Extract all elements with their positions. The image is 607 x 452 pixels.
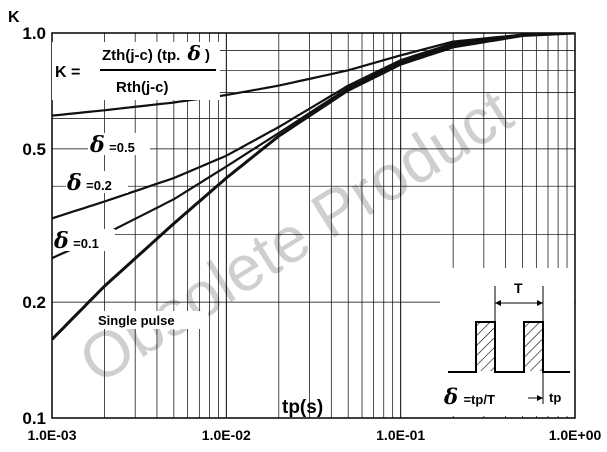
curves — [52, 33, 575, 341]
formula-lhs: K = — [55, 64, 80, 81]
formula-numerator-prefix: Zth(j-c) (tp. — [102, 47, 180, 64]
series-label-delta-01: δ =0.1 — [53, 228, 99, 254]
series-line-0 — [52, 33, 575, 341]
pulse-hatch-2 — [525, 323, 542, 371]
y-axis-title: K — [8, 9, 20, 26]
duty-delta-symbol: δ — [443, 384, 458, 409]
delta-value-02: =0.2 — [86, 178, 112, 193]
y-tick-label: 0.2 — [22, 293, 46, 312]
series-label-delta-05: δ =0.5 — [89, 132, 135, 158]
x-tick-label: 1.0E-03 — [27, 427, 76, 443]
x-tick-label: 1.0E-01 — [376, 427, 425, 443]
formula-delta-symbol: δ — [186, 41, 200, 65]
duty-formula-text: =tp/T — [463, 392, 494, 407]
delta-value-01: =0.1 — [73, 236, 99, 251]
y-tick-labels: 0.1 0.2 0.5 1.0 — [22, 24, 46, 428]
delta-symbol-05: δ — [89, 132, 105, 158]
formula-denominator: Rth(j-c) — [116, 79, 169, 96]
pulse-inset: T tp δ =tp/T — [440, 268, 574, 416]
period-label: T — [514, 280, 523, 296]
series-labels: δ =0.5 δ =0.2 δ =0.1 Single pulse — [53, 132, 208, 329]
y-tick-label: 0.1 — [22, 409, 46, 428]
formula: K = Zth(j-c) (tp. δ ) Rth(j-c) — [52, 41, 220, 100]
tp-label: tp — [549, 390, 561, 405]
y-tick-label: 1.0 — [22, 24, 46, 43]
delta-symbol-01: δ — [53, 228, 69, 254]
delta-value-05: =0.5 — [109, 140, 135, 155]
y-tick-label: 0.5 — [22, 140, 46, 159]
x-axis-title: tp(s) — [282, 397, 323, 418]
formula-numerator-suffix: ) — [205, 47, 210, 64]
series-line-3 — [52, 33, 575, 117]
pulse-waveform — [448, 321, 570, 373]
duty-formula: δ =tp/T — [443, 384, 495, 409]
series-label-single-pulse: Single pulse — [98, 313, 175, 328]
x-tick-labels: 1.0E-03 1.0E-02 1.0E-01 1.0E+00 — [27, 427, 601, 443]
x-tick-label: 1.0E+00 — [549, 427, 602, 443]
x-tick-label: 1.0E-02 — [202, 427, 251, 443]
plot-border — [51, 32, 576, 419]
delta-symbol-02: δ — [66, 170, 82, 196]
pulse-hatch-1 — [477, 323, 494, 371]
formula-numerator: Zth(j-c) (tp. δ ) — [102, 41, 210, 65]
series-label-delta-02: δ =0.2 — [66, 170, 112, 196]
